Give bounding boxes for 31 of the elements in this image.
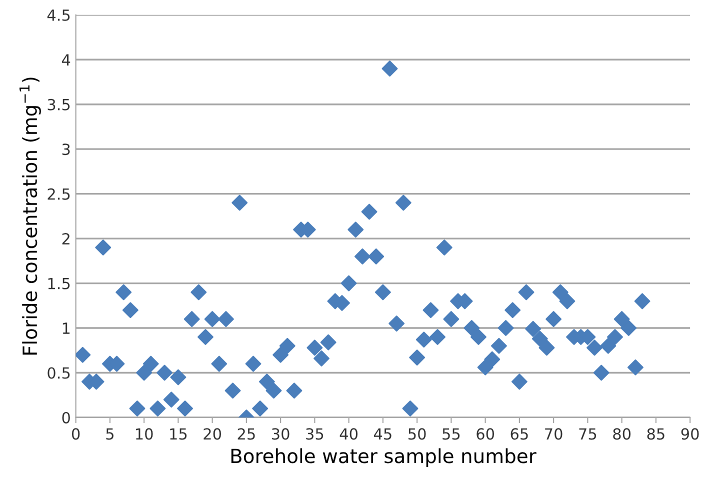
x-tick-label: 55 (442, 428, 460, 440)
x-tick-label: 80 (613, 428, 631, 440)
x-tick-label: 40 (340, 428, 358, 440)
y-axis-title: Floride concentration (mg$^{−1}$) (20, 78, 41, 355)
x-tick-label: 60 (476, 428, 494, 440)
x-tick-label: 5 (106, 428, 114, 440)
x-tick-label: 70 (545, 428, 562, 440)
y-tick-label: 4 (62, 54, 70, 66)
y-tick-label: 3 (62, 144, 70, 156)
x-tick-label: 50 (408, 428, 426, 440)
x-tick-label: 25 (238, 428, 255, 440)
x-tick-label: 0 (72, 428, 80, 440)
y-tick-label: 2 (62, 233, 70, 244)
y-tick-label: 1.5 (48, 278, 70, 290)
y-tick-label: 1 (62, 322, 70, 334)
y-tick-label: 3.5 (48, 98, 70, 110)
x-tick-label: 65 (510, 428, 528, 440)
y-tick-label: 2.5 (48, 188, 70, 200)
x-tick-label: 30 (272, 428, 290, 440)
x-tick-label: 90 (681, 428, 699, 440)
x-tick-label: 85 (647, 428, 664, 440)
x-tick-label: 10 (136, 428, 153, 440)
x-tick-label: 45 (374, 428, 392, 440)
y-tick-label: 4.5 (47, 10, 70, 21)
x-tick-label: 35 (306, 428, 324, 440)
x-axis-title: Borehole water sample number (231, 448, 536, 468)
x-tick-label: 20 (204, 428, 222, 440)
x-tick-label: 75 (579, 428, 596, 440)
y-tick-label: 0.5 (48, 367, 70, 379)
y-tick-label: 0 (62, 412, 70, 424)
x-tick-label: 15 (170, 428, 187, 440)
